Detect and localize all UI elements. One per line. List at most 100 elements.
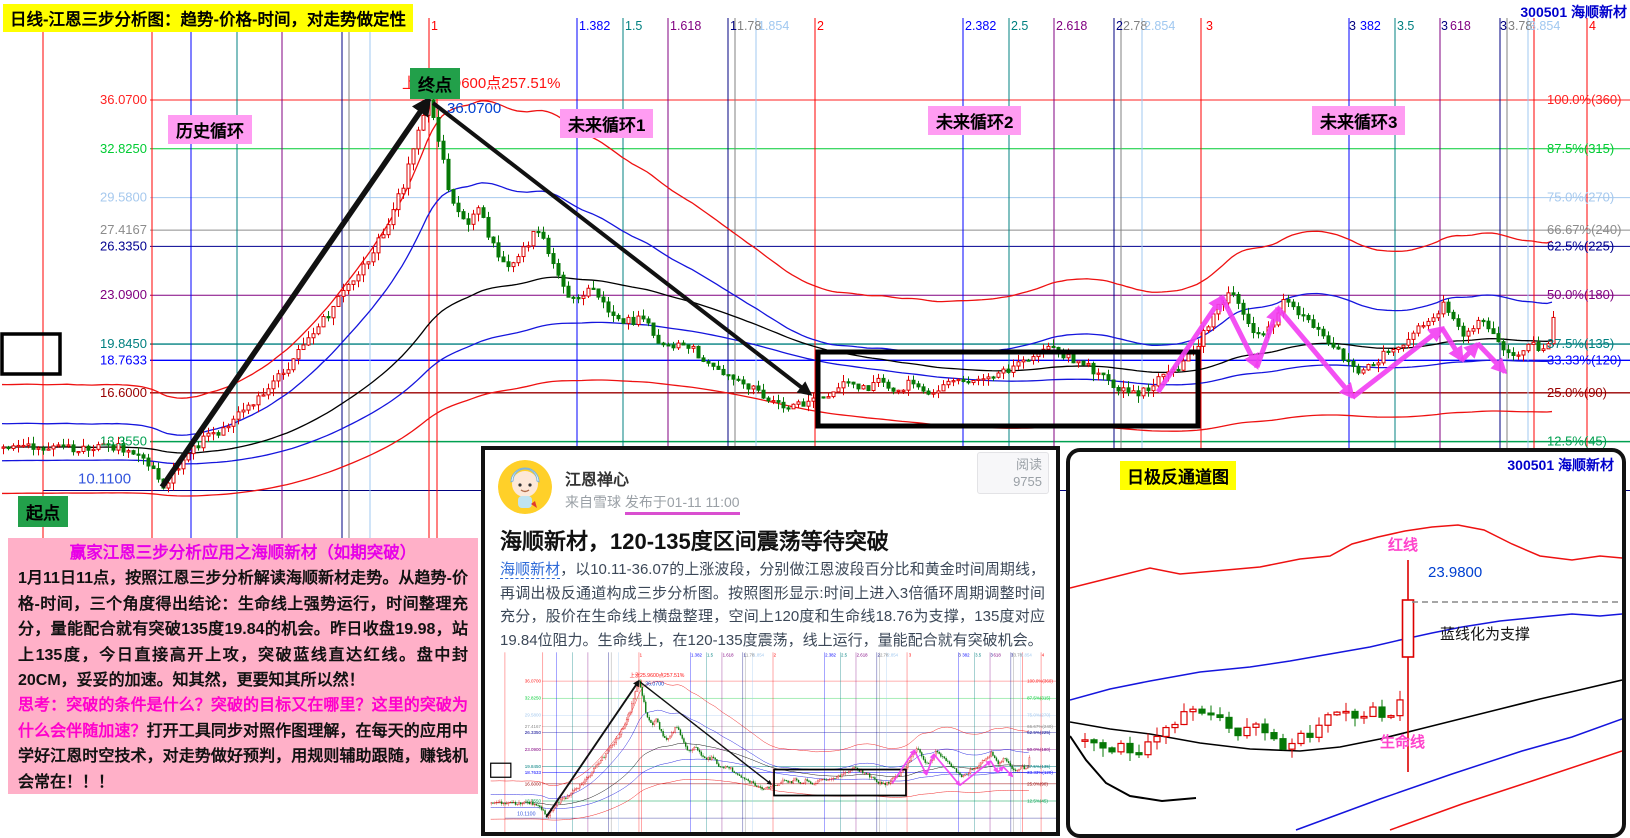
candle-body xyxy=(857,384,860,389)
candle-body xyxy=(635,692,636,699)
price-axis-label: 19.8450 xyxy=(100,336,147,351)
time-axis-label: 2 xyxy=(1116,19,1123,33)
candle-body xyxy=(675,727,676,732)
candle-body xyxy=(1109,748,1115,752)
candle-body xyxy=(970,769,971,773)
candle-body xyxy=(467,219,470,225)
candle-body xyxy=(1001,761,1002,762)
candle-body xyxy=(881,782,882,784)
candle-body xyxy=(977,379,980,380)
percent-axis-label: 66.67%(240) xyxy=(1027,724,1053,729)
candle-body xyxy=(716,759,717,763)
candle-body xyxy=(685,743,686,747)
candle-body xyxy=(987,758,988,759)
candle-body xyxy=(1322,329,1325,336)
candle-body xyxy=(1352,711,1358,718)
candle-body xyxy=(876,779,877,782)
candle-body xyxy=(508,802,509,803)
percent-axis-label: 62.5%(225) xyxy=(1547,238,1614,253)
candle-body xyxy=(864,773,865,774)
rise-annotation: 上涨25.9600点257.51% xyxy=(630,671,685,679)
blue-support-label: 蓝线化为支撑 xyxy=(1440,623,1530,644)
time-axis-label: 4 xyxy=(1042,653,1045,658)
candle-body xyxy=(697,747,698,750)
candle-body xyxy=(1012,766,1013,769)
candle-body xyxy=(558,802,559,803)
time-axis-label: 1.5 xyxy=(625,19,642,33)
candle-body xyxy=(1067,354,1070,357)
stock-name: 海顺新材 xyxy=(1571,4,1627,20)
candle-body xyxy=(1252,324,1255,333)
candle-body xyxy=(827,397,830,398)
candle-body xyxy=(1100,743,1106,748)
candle-body xyxy=(543,810,544,811)
candle-body xyxy=(1472,329,1475,331)
time-axis-label: 1.854 xyxy=(753,653,764,658)
bottom-price-label: 10.1100 xyxy=(78,470,131,487)
candle-body xyxy=(854,768,855,769)
candle-body xyxy=(1497,334,1500,342)
time-axis-label: 2.618 xyxy=(857,653,868,658)
candle-body xyxy=(652,323,655,335)
candle-body xyxy=(1332,343,1335,347)
candle-body xyxy=(642,687,643,695)
candle-body xyxy=(902,390,905,391)
limit-price-label: 23.9800 xyxy=(1428,564,1482,581)
candle-body xyxy=(1427,321,1430,325)
time-axis-label: 3.5 xyxy=(975,653,982,658)
candle-body xyxy=(682,735,683,739)
candle-body xyxy=(1297,307,1300,315)
candle-body xyxy=(252,405,255,406)
peak-price-label: 36.0700 xyxy=(447,100,501,117)
candle-body xyxy=(925,760,926,763)
candle-body xyxy=(552,254,555,264)
candle-body xyxy=(652,723,653,725)
price-axis-label: 29.5800 xyxy=(525,713,542,718)
candle-body xyxy=(657,719,658,722)
candle-body xyxy=(1047,346,1050,349)
candle-body xyxy=(907,762,908,768)
candle-body xyxy=(422,115,425,130)
candle-body xyxy=(777,785,778,786)
candle-body xyxy=(1020,767,1021,769)
candle-body xyxy=(1457,319,1460,327)
reversal-channel-chart[interactable] xyxy=(1066,448,1626,838)
stock-label-top: 300501 海顺新材 xyxy=(1520,2,1627,22)
candle-body xyxy=(1271,733,1277,739)
candle-body xyxy=(927,391,930,394)
channel-red-lower xyxy=(491,779,1029,820)
price-axis-label: 23.0900 xyxy=(100,287,147,302)
candle-body xyxy=(587,288,590,296)
candle-body xyxy=(963,776,964,777)
candle-body xyxy=(1025,768,1026,769)
candle-body xyxy=(1199,709,1205,713)
candle-body xyxy=(392,210,395,225)
candle-body xyxy=(562,275,565,286)
channel-blue-upper xyxy=(2,183,1552,435)
candle-body xyxy=(12,446,15,449)
channel-blue-upper xyxy=(491,710,1029,799)
post-author[interactable]: 江恩禅心 xyxy=(565,466,629,490)
time-axis-label: 2.5 xyxy=(1011,19,1028,33)
candle-body xyxy=(633,698,634,703)
analysis-body: 1月11日11点，按照江恩三步分析解读海顺新材走势。从趋势-价格-时间，三个角度… xyxy=(18,566,468,693)
panel-stock-code: 300501 xyxy=(1507,457,1554,473)
candle-body xyxy=(202,436,205,448)
candle-body xyxy=(502,257,505,262)
candle-body xyxy=(994,756,995,758)
candle-body xyxy=(756,786,757,787)
avatar[interactable] xyxy=(498,460,552,514)
candle-body xyxy=(267,389,270,395)
candle-body xyxy=(1072,354,1075,362)
candle-body xyxy=(711,757,712,760)
candle-body xyxy=(893,777,894,778)
stock-link[interactable]: 海顺新材 xyxy=(500,561,560,579)
candle-body xyxy=(747,384,750,389)
time-axis-label: 3 xyxy=(1500,19,1507,33)
candle-body xyxy=(1091,740,1097,743)
candle-body xyxy=(723,767,724,768)
candle-body xyxy=(1122,388,1125,391)
candle-body xyxy=(518,803,519,805)
candle-body xyxy=(887,782,888,785)
candle-body xyxy=(744,778,745,779)
